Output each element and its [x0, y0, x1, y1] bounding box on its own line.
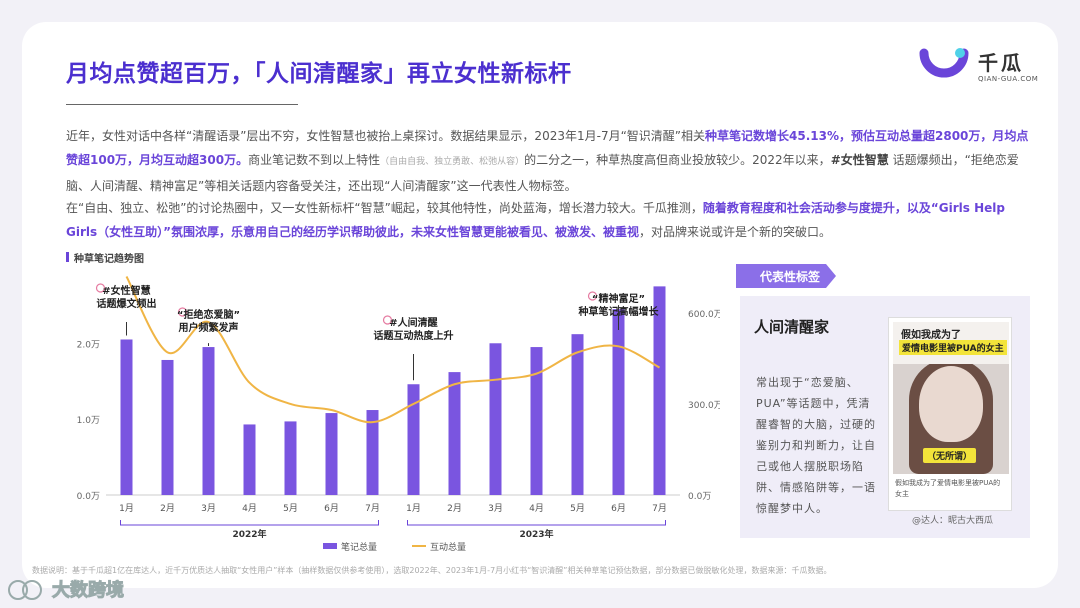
y-left-tick-label: 1.0万: [77, 416, 100, 426]
chart-title-marker: [66, 252, 69, 262]
bar: [489, 343, 502, 495]
paragraph-1: 近年，女性对话中各样“清醒语录”层出不穷，女性智慧也被抬上桌探讨。数据结果显示，…: [66, 124, 1030, 198]
thumbnail-image: 假如我成为了 爱情电影里被PUA的女主 （无所谓）: [893, 322, 1009, 474]
year-bracket: [120, 520, 379, 526]
x-tick-label: 5月: [283, 503, 298, 514]
bar: [571, 334, 584, 495]
x-tick-label: 4月: [529, 503, 544, 514]
thumbnail-caption: 假如我成为了爱情电影里被PUA的女主: [895, 479, 1001, 498]
x-tick-label: 7月: [365, 503, 380, 514]
annotation-text: 话题爆文频出: [97, 297, 157, 310]
p2-highlight: 随着教育程度和社会活动参与度提升，以及“Girls Help Girls（女性互…: [66, 201, 1005, 239]
y-right-tick-label: 0.0万: [688, 492, 711, 502]
paragraph-2: 在“自由、独立、松弛”的讨论热圈中，又一女性新标杆“智慧”崛起，较其他特性，尚处…: [66, 196, 1030, 244]
x-tick-label: 3月: [488, 503, 503, 514]
annotation-text: “拒绝恋爱脑”: [177, 308, 240, 321]
annotation-text: #女性智慧: [102, 284, 150, 297]
brand-icon: [8, 580, 42, 600]
bar: [202, 347, 215, 495]
year-bracket: [407, 520, 666, 526]
p1-text-2: 商业笔记数不到以上特性: [248, 153, 381, 167]
qiangua-logo[interactable]: 千瓜 QIAN-GUA.COM: [918, 45, 1048, 85]
p1-text-3: 的二分之一，种草热度高但商业投放较少。2022年以来，: [524, 153, 831, 167]
annotation-text: 种草笔记高幅增长: [578, 305, 660, 318]
legend-line-label: 互动总量: [430, 543, 467, 553]
legend-line-swatch: [412, 545, 426, 547]
page-title: 月均点赞超百万，「人间清醒家」再立女性新标杆: [66, 61, 572, 87]
bar: [530, 347, 543, 495]
legend-bar-label: 笔记总量: [341, 543, 378, 553]
bar: [161, 359, 174, 495]
x-tick-label: 6月: [611, 503, 626, 514]
bar: [243, 424, 256, 495]
brand-text: 大数跨境: [52, 580, 125, 602]
x-tick-label: 2月: [160, 503, 175, 514]
data-footnote: 数据说明：基于千瓜超1亿在库达人，近千万优质达人抽取“女性用户”样本（抽样数据仅…: [32, 566, 832, 575]
panel-description: 常出现于“恋爱脑、PUA”等话题中，凭清醒睿智的大脑，过硬的鉴别力和判断力，让自…: [756, 376, 876, 515]
annotation-text: #人间清醒: [389, 316, 437, 329]
p1-highlight: 种草笔记数增长45.13%，预估互动总量超2800万，月均点赞超100万，月均互…: [66, 129, 1029, 167]
annotation-text: 话题互动热度上升: [374, 329, 454, 342]
thumbnail-line-2: 爱情电影里被PUA的女主: [899, 340, 1007, 355]
p1-text-1: 近年，女性对话中各样“清醒语录”层出不穷，女性智慧也被抬上桌探讨。数据结果显示，…: [66, 129, 706, 143]
bar: [325, 413, 338, 495]
y-right-tick-label: 300.0万: [688, 401, 720, 411]
x-tick-label: 1月: [119, 503, 134, 514]
tag-ribbon: [736, 264, 836, 288]
bar: [407, 384, 420, 495]
x-tick-label: 6月: [324, 503, 339, 514]
x-tick-label: 3月: [201, 503, 216, 514]
bar: [284, 421, 297, 495]
bar: [612, 309, 625, 495]
panel-name: 人间清醒家: [754, 318, 830, 336]
chart-title: 种草笔记趋势图: [74, 254, 144, 265]
bar: [653, 286, 666, 495]
annotation-pin-icon: [587, 291, 598, 301]
y-left-tick-label: 0.0万: [77, 492, 100, 502]
note-thumbnail[interactable]: 假如我成为了 爱情电影里被PUA的女主 （无所谓） 假如我成为了爱情电影里被PU…: [888, 317, 1012, 511]
bar: [448, 372, 461, 495]
legend-bar-swatch: [323, 543, 337, 549]
p2-text-2: ，对品牌来说或许是个新的突破口。: [639, 225, 832, 239]
annotation-pin-icon: [382, 315, 393, 325]
x-tick-label: 7月: [652, 503, 667, 514]
x-tick-label: 2月: [447, 503, 462, 514]
x-tick-label: 1月: [406, 503, 421, 514]
trend-chart: 0.0万 1.0万 2.0万 0.0万 300.0万 600.0万 1月 2月 3月 4月 5月 6月…: [77, 276, 720, 540]
title-underline: [66, 104, 298, 105]
qiangua-logo-icon: [919, 48, 969, 78]
p2-text-1: 在“自由、独立、松弛”的讨论热圈中，又一女性新标杆“智慧”崛起，较其他特性，尚处…: [66, 201, 703, 215]
author-credit: @达人：昵古大西瓜: [912, 516, 994, 526]
thumbnail-line-1: 假如我成为了: [901, 330, 961, 341]
year-group-label: 2023年: [519, 528, 553, 540]
bar: [120, 339, 133, 495]
logo-text-en: QIAN-GUA.COM: [978, 75, 1039, 83]
p1-hashtag: #女性智慧: [830, 153, 889, 167]
tag-label: 代表性标签: [760, 270, 821, 284]
series-line-interaction: [125, 276, 660, 424]
p1-text-4: 话题爆频出，“拒绝恋爱脑、人间清醒、精神富足”等相关话题内容备受关注，还出现“人…: [66, 153, 1019, 193]
thumbnail-tag: （无所谓）: [923, 448, 977, 463]
p1-note: （自由自我、独立勇敢、松弛从容）: [380, 157, 525, 167]
x-tick-label: 5月: [570, 503, 585, 514]
x-tick-label: 4月: [242, 503, 257, 514]
year-group-label: 2022年: [232, 528, 266, 540]
annotation-text: “精神富足”: [592, 292, 645, 305]
portrait-face: [919, 366, 983, 442]
annotation-pin-icon: [95, 283, 106, 293]
annotation-pin-icon: [177, 307, 188, 317]
annotation-text: 用户频繁发声: [178, 321, 239, 334]
logo-text-cn: 千瓜: [978, 51, 1024, 75]
bar: [366, 410, 379, 495]
y-left-tick-label: 2.0万: [77, 340, 100, 350]
y-right-tick-label: 600.0万: [688, 310, 720, 320]
